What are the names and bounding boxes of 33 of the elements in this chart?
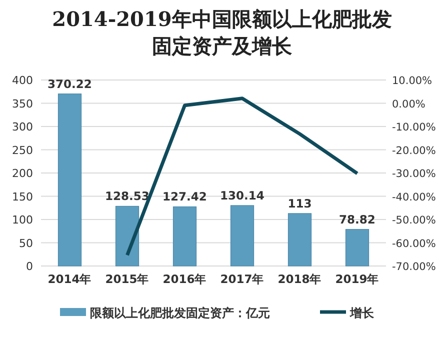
legend-label: 限额以上化肥批发固定资产：亿元 <box>90 306 270 320</box>
y2-tick-label: -40.00% <box>392 191 436 204</box>
data-label: 370.22 <box>48 76 92 91</box>
y-tick-label: 50 <box>19 236 33 250</box>
y-tick-label: 100 <box>12 214 33 226</box>
x-tick-label: 2019年 <box>335 272 380 286</box>
y2-tick-label: 10.00% <box>392 75 432 87</box>
y-tick-label: 300 <box>12 120 33 134</box>
title: 2014-2019年中国限额以上化肥批发固定资产及增长 <box>52 7 392 58</box>
data-label: 130.14 <box>220 188 264 202</box>
y2-tick-label: -70.00% <box>392 261 436 273</box>
x-tick-label: 2016年 <box>162 272 207 286</box>
y-tick-label: 350 <box>12 97 33 110</box>
y2-tick-label: -30.00% <box>392 168 436 180</box>
y2-tick-label: -60.00% <box>392 238 436 250</box>
data-label: 113 <box>288 196 312 210</box>
y2-tick-label: 0.00% <box>392 98 426 110</box>
y-tick-label: 250 <box>12 144 33 157</box>
y-tick-label: 150 <box>12 190 33 204</box>
x-tick-label: 2015年 <box>105 272 150 286</box>
data-label: 128.53 <box>105 189 150 204</box>
x-tick-label: 2017年 <box>220 272 264 286</box>
y-tick-label: 200 <box>12 167 33 180</box>
y-tick-label: 400 <box>12 74 33 87</box>
data-label: 78.82 <box>339 212 376 226</box>
x-tick-label: 2018年 <box>278 272 322 286</box>
y2-tick-label: -10.00% <box>392 122 436 134</box>
data-label: 127.42 <box>162 190 207 204</box>
x-tick-label: 2014年 <box>48 272 92 286</box>
y-tick-label: 0 <box>26 260 33 273</box>
y2-tick-label: -20.00% <box>392 144 436 157</box>
y2-tick-label: -50.00% <box>392 214 436 226</box>
legend-label: 增长 <box>349 306 375 320</box>
